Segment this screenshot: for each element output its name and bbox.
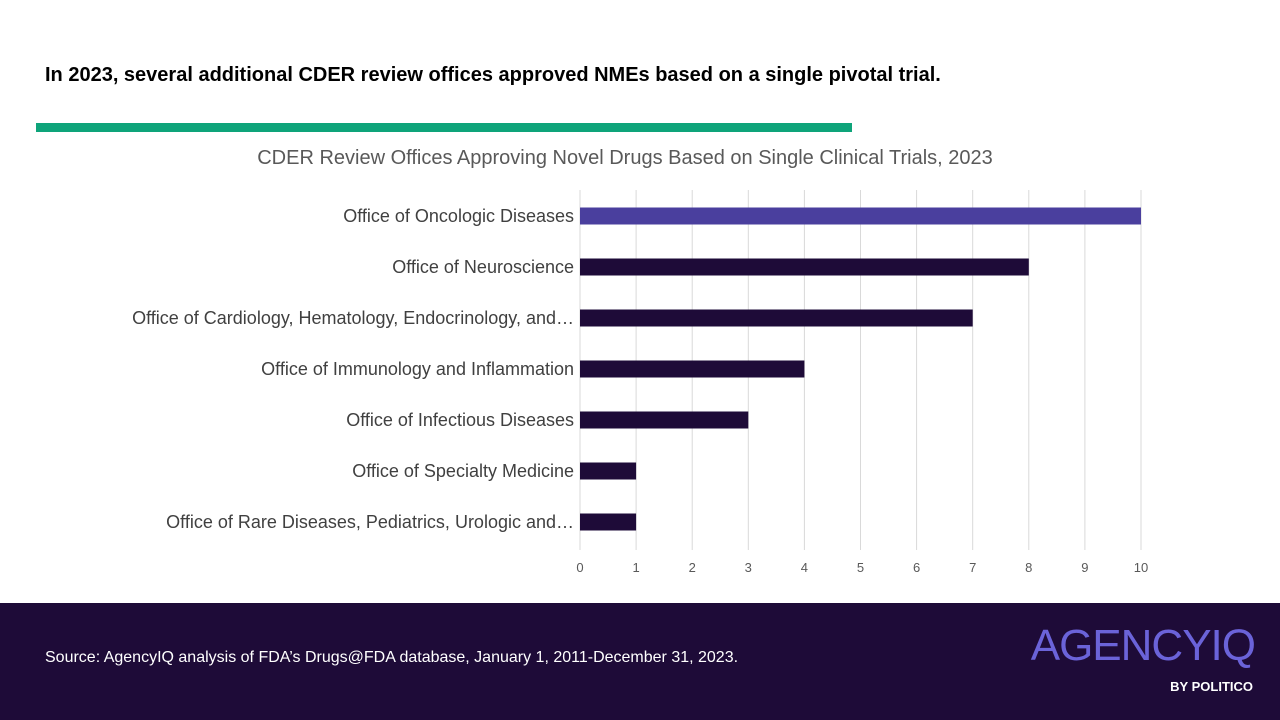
- x-tick-label: 4: [801, 560, 808, 575]
- x-tick-label: 8: [1025, 560, 1032, 575]
- x-tick-label: 7: [969, 560, 976, 575]
- x-tick-label: 0: [576, 560, 583, 575]
- footer: Source: AgencyIQ analysis of FDA’s Drugs…: [0, 603, 1280, 720]
- bar: [580, 411, 749, 429]
- category-label: Office of Immunology and Inflammation: [261, 359, 574, 379]
- category-label: Office of Neuroscience: [392, 257, 574, 277]
- agencyiq-logo: AGENCYIQ BY POLITICO: [1010, 621, 1256, 701]
- x-tick-label: 2: [689, 560, 696, 575]
- bar-chart: 0 1 2 3 4 5 6 7 8 9 10 Office of Oncologic Diseases…: [132, 190, 1148, 575]
- bar: [580, 258, 1029, 276]
- x-tick-label: 5: [857, 560, 864, 575]
- category-label: Office of Rare Diseases, Pediatrics, Uro…: [166, 512, 574, 532]
- x-tick-label: 1: [632, 560, 639, 575]
- x-tick-label: 10: [1134, 560, 1148, 575]
- chart-title: CDER Review Offices Approving Novel Drug…: [257, 147, 993, 169]
- source-note: Source: AgencyIQ analysis of FDA’s Drugs…: [45, 649, 739, 666]
- logo-byline: BY POLITICO: [1170, 679, 1253, 694]
- x-tick-label: 3: [745, 560, 752, 575]
- category-label: Office of Infectious Diseases: [346, 410, 574, 430]
- headline: In 2023, several additional CDER review …: [45, 64, 941, 86]
- accent-divider: [36, 123, 852, 132]
- bar: [580, 309, 973, 327]
- bar: [580, 513, 637, 531]
- category-label: Office of Specialty Medicine: [352, 461, 574, 481]
- x-tick-label: 6: [913, 560, 920, 575]
- logo-wordmark: AGENCYIQ: [1030, 621, 1256, 670]
- bar: [580, 360, 805, 378]
- bar: [580, 207, 1141, 225]
- bar: [580, 462, 637, 480]
- x-tick-label: 9: [1081, 560, 1088, 575]
- category-label: Office of Oncologic Diseases: [343, 206, 574, 226]
- category-label: Office of Cardiology, Hematology, Endocr…: [132, 308, 574, 328]
